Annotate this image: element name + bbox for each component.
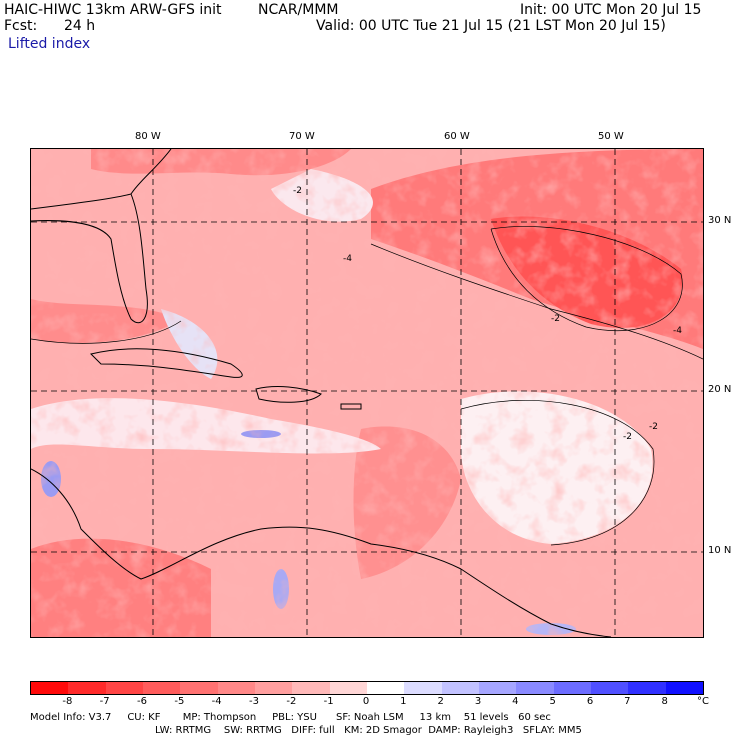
- colorbar-swatch: [553, 682, 591, 694]
- forecast-hour: 24 h: [64, 18, 96, 34]
- colorbar-tick-label: -1: [323, 696, 334, 707]
- colorbar-swatch: [590, 682, 629, 694]
- org-label: NCAR/MMM: [258, 2, 339, 18]
- lon-label-60w: 60 W: [444, 131, 470, 142]
- central-south-america-coast: [31, 468, 462, 580]
- colorbar-swatch: [254, 682, 293, 694]
- florida-coast: [31, 193, 148, 324]
- contour-label: -2: [649, 422, 658, 432]
- colorbar-tick-label: -5: [174, 696, 185, 707]
- us-east-coast: [130, 149, 172, 195]
- lat-label-20n: 20 N: [708, 384, 732, 395]
- colorbar-tick-label: -8: [62, 696, 73, 707]
- colorbar-swatch: [628, 682, 666, 694]
- puerto-rico-coast: [340, 403, 362, 410]
- colorbar-tick-label: 0: [362, 696, 370, 707]
- colorbar-tick-label: 5: [549, 696, 556, 707]
- contour-label: -2: [293, 186, 302, 196]
- contour-label: -4: [343, 254, 352, 264]
- colorbar-tick-label: 7: [624, 696, 631, 707]
- colorbar-swatch: [329, 682, 367, 694]
- colorbar-tick-label: -3: [249, 696, 259, 707]
- colorbar-tick-label: 2: [437, 696, 444, 707]
- colorbar-swatch: [478, 682, 517, 694]
- colorbar: [30, 681, 704, 695]
- contour-minus2-c: [31, 320, 182, 344]
- map-canvas: -2 -4 -2 -2 -4 -2: [31, 149, 703, 637]
- colorbar-tick-label: -6: [137, 696, 147, 707]
- contour-label: -4: [673, 326, 682, 336]
- colorbar-tick-label: 8: [661, 696, 668, 707]
- model-title: HAIC-HIWC 13km ARW-GFS init: [4, 2, 222, 18]
- colorbar-tick-label: 1: [400, 696, 407, 707]
- guiana-coast: [460, 568, 612, 637]
- colorbar-tick-label: 4: [512, 696, 519, 707]
- colorbar-swatch: [217, 682, 255, 694]
- graticule: [31, 149, 703, 637]
- colorbar-unit: °C: [697, 696, 709, 707]
- forecast-label: Fcst:: [4, 18, 38, 34]
- lat-label-10n: 10 N: [708, 545, 732, 556]
- colorbar-tick-label: 6: [586, 696, 594, 707]
- model-info-line-2: LW: RRTMG SW: RRTMG DIFF: full KM: 2D Sm…: [155, 725, 582, 736]
- valid-time: Valid: 00 UTC Tue 21 Jul 15 (21 LST Mon …: [316, 18, 666, 34]
- hispaniola-coast: [255, 386, 322, 403]
- lon-label-70w: 70 W: [289, 131, 315, 142]
- contour-label: -2: [551, 314, 560, 324]
- colorbar-swatch: [292, 682, 330, 694]
- contour-minus2-a: [370, 243, 703, 360]
- colorbar-swatch: [404, 682, 442, 694]
- colorbar-swatch: [665, 682, 703, 694]
- coastlines: [31, 149, 612, 637]
- colorbar-swatch: [105, 682, 143, 694]
- colorbar-tick-label: -2: [286, 696, 297, 707]
- contour-label: -2: [623, 432, 632, 442]
- colorbar-swatch: [180, 682, 218, 694]
- colorbar-tick-label: -4: [211, 696, 222, 707]
- colorbar-swatch: [366, 682, 405, 694]
- contour-lines: [31, 226, 703, 546]
- cuba-coast: [90, 348, 243, 378]
- field-name: Lifted index: [8, 36, 91, 52]
- lifted-index-map: -2 -4 -2 -2 -4 -2: [30, 148, 704, 638]
- lon-label-80w: 80 W: [135, 131, 161, 142]
- colorbar-swatch: [441, 682, 479, 694]
- colorbar-swatch: [31, 682, 69, 694]
- lon-label-50w: 50 W: [598, 131, 624, 142]
- init-time: Init: 00 UTC Mon 20 Jul 15: [520, 2, 702, 18]
- field-texture: [31, 149, 703, 637]
- lat-label-30n: 30 N: [708, 215, 732, 226]
- colorbar-tick-label: 3: [474, 696, 482, 707]
- colorbar-tick-label: -7: [99, 696, 110, 707]
- contour-minus2-b: [460, 400, 655, 546]
- colorbar-swatch: [142, 682, 181, 694]
- colorbar-swatch: [68, 682, 106, 694]
- colorbar-swatch: [516, 682, 554, 694]
- model-info-line-1: Model Info: V3.7 CU: KF MP: Thompson PBL…: [30, 712, 551, 723]
- contour-minus4: [490, 226, 683, 332]
